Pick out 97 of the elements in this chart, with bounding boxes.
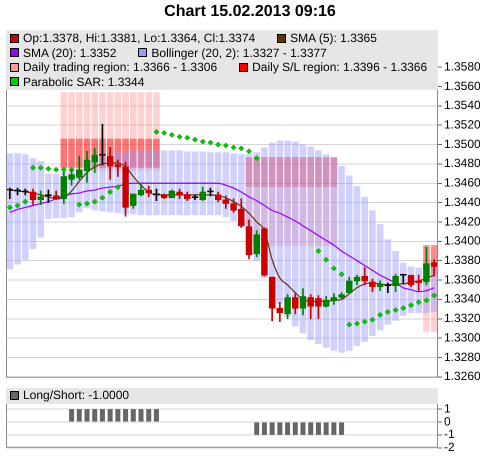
point	[7, 204, 13, 210]
legend-label: SMA (20): 1.3352	[23, 46, 116, 60]
point	[14, 202, 20, 208]
chart-title: Chart 15.02.2013 09:16	[163, 2, 337, 22]
point	[176, 134, 182, 140]
y-tick-label: 1.3440	[444, 194, 480, 209]
y-tick-label: 1.3300	[444, 330, 480, 344]
point	[208, 140, 214, 146]
y-tick-label: 1.3340	[444, 292, 480, 306]
legend-label: SMA (5): 1.3365	[290, 31, 377, 46]
legend-label: Parabolic SAR: 1.3344	[23, 74, 144, 89]
point	[424, 298, 430, 304]
point	[370, 316, 376, 323]
legend-label: Long/Short: -1.0000	[23, 388, 130, 403]
y-tick-label: 1.3560	[444, 78, 480, 93]
y-tick-label: 1.3480	[444, 156, 480, 170]
point	[392, 307, 398, 313]
bar	[184, 151, 191, 216]
point	[254, 155, 260, 161]
y-tick-label: 1.3320	[444, 311, 480, 326]
point	[331, 266, 337, 272]
point	[223, 142, 229, 148]
point	[408, 302, 414, 308]
y-tick-label: 1.3580	[444, 59, 480, 74]
point	[354, 320, 360, 326]
point	[246, 148, 252, 154]
point	[107, 189, 113, 195]
bar	[192, 151, 198, 216]
bar	[384, 239, 392, 325]
bar	[300, 144, 306, 334]
bar	[322, 154, 330, 348]
point	[416, 299, 422, 306]
point	[400, 305, 406, 311]
bar	[160, 150, 168, 216]
point	[431, 292, 437, 298]
legend-label: Daily S/L region: 1.3396 - 1.3366	[252, 60, 428, 74]
y-tick-label: 1.3280	[444, 350, 480, 364]
y-tick-label: 1.3360	[444, 272, 480, 286]
bar	[361, 196, 368, 342]
legend-label: Op:1.3378, Hi:1.3381, Lo:1.3364, Cl:1.3374	[23, 31, 256, 46]
point	[200, 138, 206, 144]
point	[346, 322, 352, 328]
y-tick-label: 0	[444, 414, 451, 428]
bar	[354, 186, 360, 346]
bar	[60, 138, 68, 168]
point	[192, 136, 198, 143]
bar	[315, 150, 322, 344]
point	[323, 256, 329, 263]
legend-label: Bollinger (20, 2): 1.3327 - 1.3377	[151, 46, 327, 60]
bar	[338, 166, 345, 353]
point	[377, 312, 383, 318]
point	[215, 142, 221, 148]
y-tick-label: 1.3500	[444, 136, 480, 151]
bar	[376, 224, 384, 330]
point	[238, 146, 244, 152]
bar	[276, 140, 284, 304]
point	[46, 166, 52, 172]
y-tick-label: 1.3460	[444, 176, 480, 190]
point	[84, 200, 90, 206]
point	[184, 134, 190, 141]
y-tick-label: -2	[444, 440, 455, 454]
point	[92, 198, 98, 204]
point	[22, 198, 28, 204]
bar	[68, 138, 75, 168]
point	[316, 248, 322, 254]
bar	[176, 150, 183, 216]
point	[38, 164, 44, 171]
point	[115, 184, 121, 190]
bar	[22, 154, 29, 260]
point	[230, 144, 236, 150]
y-tick-label: 1.3420	[444, 214, 480, 228]
point	[76, 202, 82, 208]
bar	[292, 142, 299, 326]
bar	[153, 150, 160, 216]
point	[385, 309, 391, 315]
bar	[369, 210, 376, 336]
point	[154, 129, 160, 135]
y-tick-label: 1.3540	[444, 98, 480, 112]
bar	[284, 140, 291, 317]
point	[30, 164, 36, 171]
point	[53, 166, 59, 173]
bar	[207, 152, 214, 216]
legend-label: Daily trading region: 1.3366 - 1.3306	[23, 60, 218, 74]
point	[338, 271, 344, 278]
point	[362, 318, 368, 325]
y-tick-label: 1.3400	[444, 234, 480, 248]
bar	[14, 153, 21, 265]
y-tick-label: 1	[444, 401, 451, 416]
y-tick-label: 1.3260	[444, 369, 480, 384]
point	[100, 194, 106, 201]
bar	[330, 158, 338, 351]
y-tick-label: -1	[444, 427, 455, 442]
point	[161, 130, 167, 136]
y-tick-label: 1.3380	[444, 253, 480, 267]
bar	[307, 146, 314, 340]
y-tick-label: 1.3520	[444, 117, 480, 132]
point	[169, 132, 175, 138]
